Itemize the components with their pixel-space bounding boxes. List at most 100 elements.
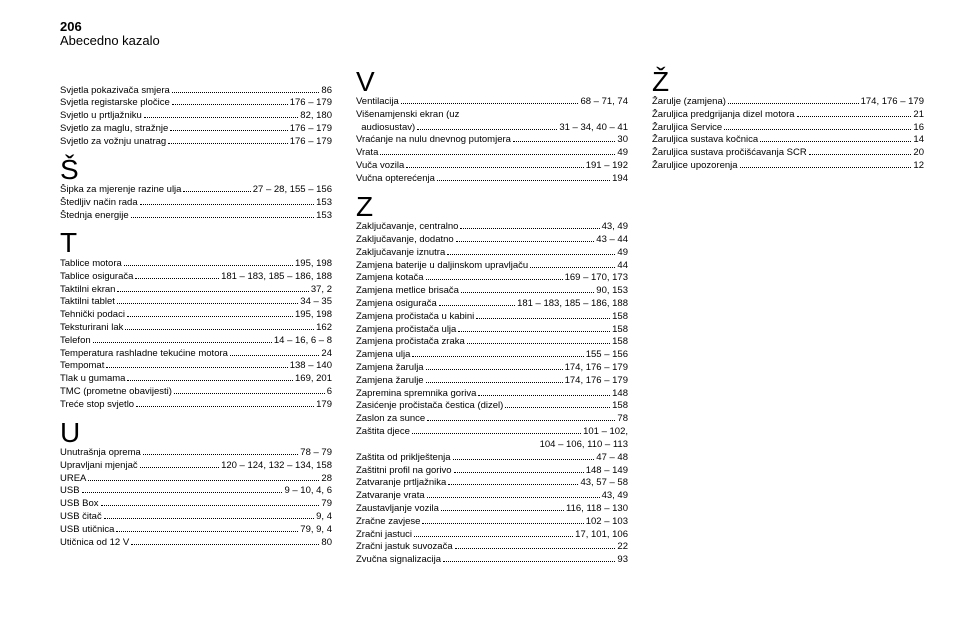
- leader-dots: [144, 111, 298, 119]
- leader-dots: [426, 273, 563, 281]
- entry-pages: 90, 153: [596, 285, 628, 298]
- entry-label: Žaruljica Service: [652, 122, 722, 135]
- index-entry: Zamjena baterije u daljinskom upravljaču…: [356, 260, 628, 273]
- index-entry: Zračni jastuk suvozača22: [356, 541, 628, 554]
- entry-label: Telefon: [60, 335, 91, 348]
- leader-dots: [401, 96, 579, 104]
- entry-pages: 31 – 34, 40 – 41: [559, 122, 628, 135]
- entry-label: Taktilni tablet: [60, 296, 115, 309]
- entry-label: Zamjena pročistača zraka: [356, 336, 465, 349]
- entry-label: Zamjena baterije u daljinskom upravljaču: [356, 260, 528, 273]
- entry-label: Vraćanje na nulu dnevnog putomjera: [356, 134, 511, 147]
- entry-pages: 181 – 183, 185 – 186, 188: [221, 271, 332, 284]
- entry-pages: 102 – 103: [586, 516, 628, 529]
- entry-label: Višenamjenski ekran (uz: [356, 109, 459, 122]
- leader-dots: [101, 499, 320, 507]
- page-container: 206 Abecedno kazalo Svjetla pokazivača s…: [0, 0, 960, 640]
- leader-dots: [740, 160, 912, 168]
- entry-pages: 148: [612, 388, 628, 401]
- leader-dots: [143, 447, 299, 455]
- index-entry: Zamjena metlice brisača90, 153: [356, 285, 628, 298]
- leader-dots: [135, 271, 219, 279]
- entry-pages: 93: [617, 554, 628, 567]
- index-entry: Zaslon za sunce78: [356, 413, 628, 426]
- index-entry: 104 – 106, 110 – 113: [356, 439, 628, 452]
- entry-pages: 158: [612, 336, 628, 349]
- entry-label: Zamjena žarulje: [356, 375, 424, 388]
- entry-label: Štednja energije: [60, 210, 129, 223]
- entry-pages: 49: [617, 247, 628, 260]
- leader-dots: [437, 173, 610, 181]
- entry-pages: 169 – 170, 173: [565, 272, 628, 285]
- index-entry: Višenamjenski ekran (uz: [356, 109, 628, 122]
- leader-dots: [530, 260, 615, 268]
- index-entry: Zaštita djece101 – 102,: [356, 426, 628, 439]
- index-entry: Svjetla pokazivača smjera86: [60, 85, 332, 98]
- leader-dots: [174, 386, 325, 394]
- index-entry: UREA28: [60, 473, 332, 486]
- index-entry: Zaustavljanje vozila116, 118 – 130: [356, 503, 628, 516]
- entry-pages: 169, 201: [295, 373, 332, 386]
- leader-dots: [172, 85, 320, 93]
- index-entry: Zatvaranje vrata43, 49: [356, 490, 628, 503]
- entry-label: Svjetlo u prtljažniku: [60, 110, 142, 123]
- entry-label: Ventilacija: [356, 96, 399, 109]
- leader-dots: [140, 197, 315, 205]
- leader-dots: [728, 96, 859, 104]
- entry-label: TMC (prometne obavijesti): [60, 386, 172, 399]
- index-entry: Tlak u gumama169, 201: [60, 373, 332, 386]
- entry-label: Unutrašnja oprema: [60, 447, 141, 460]
- leader-dots: [168, 136, 288, 144]
- entry-pages: 16: [913, 122, 924, 135]
- leader-dots: [458, 324, 610, 332]
- entry-label: Žaruljica predgrijanja dizel motora: [652, 109, 795, 122]
- entry-label: Svjetlo za vožnju unatrag: [60, 136, 166, 149]
- leader-dots: [439, 298, 515, 306]
- entry-pages: 138 – 140: [290, 360, 332, 373]
- leader-dots: [104, 511, 314, 519]
- leader-dots: [93, 335, 272, 343]
- index-entry: Teksturirani lak162: [60, 322, 332, 335]
- index-entry: Temperatura rashladne tekućine motora24: [60, 348, 332, 361]
- leader-dots: [441, 503, 564, 511]
- index-entry: Taktilni tablet 34 – 35: [60, 296, 332, 309]
- index-entry: Zamjena kotača169 – 170, 173: [356, 272, 628, 285]
- entry-pages: 79: [321, 498, 332, 511]
- entry-pages: 43, 49: [602, 221, 628, 234]
- leader-dots: [476, 311, 610, 319]
- index-entry: Zasićenje pročistača čestica (dizel)158: [356, 400, 628, 413]
- entry-label: Zaključavanje, dodatno: [356, 234, 454, 247]
- entry-label: Svjetlo za maglu, stražnje: [60, 123, 168, 136]
- entry-label: Zatvaranje prtljažnika: [356, 477, 446, 490]
- index-entry: Zamjena osigurača181 – 183, 185 – 186, 1…: [356, 298, 628, 311]
- entry-pages: 37, 2: [311, 284, 332, 297]
- entry-pages: 27 – 28, 155 – 156: [253, 184, 332, 197]
- entry-pages: 14 – 16, 6 – 8: [274, 335, 332, 348]
- leader-dots: [448, 478, 578, 486]
- entry-label: USB: [60, 485, 80, 498]
- index-entry: Svjetla registarske pločice176 – 179: [60, 97, 332, 110]
- entry-label: Zvučna signalizacija: [356, 554, 441, 567]
- index-entry: Štednja energije153: [60, 210, 332, 223]
- entry-label: Zaključavanje, centralno: [356, 221, 458, 234]
- entry-pages: 34 – 35: [300, 296, 332, 309]
- leader-dots: [170, 123, 287, 131]
- leader-dots: [117, 297, 298, 305]
- leader-dots: [422, 516, 583, 524]
- index-entry: Vuča vozila191 – 192: [356, 160, 628, 173]
- index-columns: Svjetla pokazivača smjera86Svjetla regis…: [60, 61, 924, 640]
- index-entry: Unutrašnja oprema78 – 79: [60, 447, 332, 460]
- entry-label: Žaruljica sustava kočnica: [652, 134, 758, 147]
- leader-dots: [461, 285, 594, 293]
- index-entry: USB9 – 10, 4, 6: [60, 485, 332, 498]
- entry-pages: 30: [617, 134, 628, 147]
- entry-label: Zamjena žarulja: [356, 362, 424, 375]
- entry-label: audiosustav): [356, 122, 415, 135]
- entry-pages: 82, 180: [300, 110, 332, 123]
- leader-dots: [88, 473, 319, 481]
- index-entry: Zaštita od priklještenja47 – 48: [356, 452, 628, 465]
- entry-label: Zaslon za sunce: [356, 413, 425, 426]
- index-entry: Ventilacija68 – 71, 74: [356, 96, 628, 109]
- leader-dots: [426, 375, 563, 383]
- leader-dots: [760, 135, 911, 143]
